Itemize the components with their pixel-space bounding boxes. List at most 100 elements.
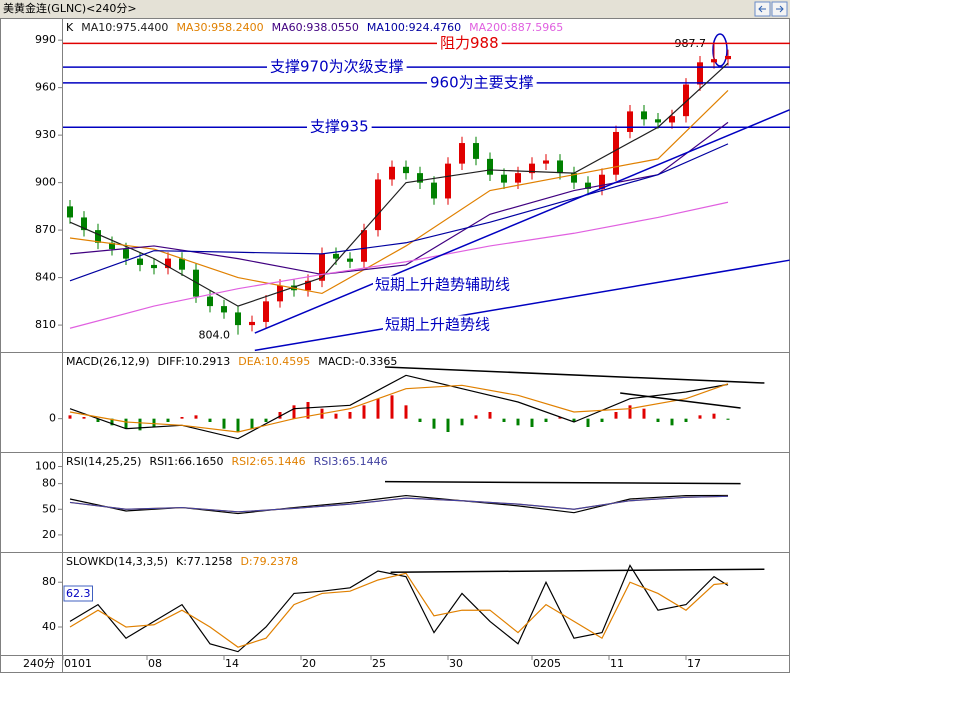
candle-body [207, 296, 213, 307]
macd-bar [614, 412, 618, 419]
window-title: 美黄金连(GLNC)<240分> [3, 1, 137, 15]
legend-entry: K:77.1258 [176, 555, 232, 568]
y-tick-label: 930 [35, 128, 56, 141]
macd-bar [152, 418, 156, 427]
trend-label: 短期上升趋势线 [385, 316, 490, 334]
candle-body [221, 306, 227, 313]
macd-bar [362, 405, 366, 419]
candle-body [95, 230, 101, 243]
candle-body [529, 163, 535, 174]
candle-body [445, 163, 451, 199]
y-tick-label: 960 [35, 81, 56, 94]
macd-bar [166, 418, 170, 422]
level-label: 支撑935 [310, 118, 369, 136]
series-line [69, 572, 729, 648]
macd-bar [278, 412, 282, 419]
candle-body [431, 182, 437, 199]
macd-bar [236, 418, 240, 432]
trend-line [254, 259, 790, 352]
macd-bar [124, 418, 128, 429]
candle-body [599, 174, 605, 189]
trend-line [254, 109, 790, 334]
label-background [373, 275, 513, 294]
candle-body [697, 62, 703, 85]
macd-bar [572, 418, 576, 422]
y-tick-label: 870 [35, 223, 56, 236]
candle-body [347, 258, 353, 262]
x-tick-label: 30 [449, 657, 463, 670]
macd-bar [68, 415, 72, 419]
candle-body [627, 111, 633, 132]
level-label: 支撑970为次级支撑 [270, 58, 404, 76]
candle-body [417, 173, 423, 183]
y-tick-label: 20 [42, 528, 56, 541]
candle-body [375, 179, 381, 231]
legend-entry: MACD(26,12,9) [66, 355, 150, 368]
x-tick-label: 20 [302, 657, 316, 670]
title-bar [0, 0, 790, 18]
macd-bar [558, 417, 562, 419]
legend-entry: MA100:924.4760 [367, 21, 461, 34]
highlight-ellipse [712, 33, 728, 67]
legend-entry: SLOWKD(14,3,3,5) [66, 555, 168, 568]
candle-body [137, 258, 143, 265]
macd-bar [488, 412, 492, 419]
candle-body [501, 174, 507, 183]
series-line [69, 495, 729, 513]
candle-body [179, 258, 185, 270]
candle-body [683, 84, 689, 117]
series-line [69, 383, 729, 433]
level-label: 960为主要支撑 [430, 73, 534, 91]
legend-entry: MACD:-0.3365 [318, 355, 397, 368]
y-tick-label: 40 [42, 620, 56, 633]
trend-label: 短期上升趋势辅助线 [375, 276, 510, 294]
candle-body [557, 160, 563, 174]
macd-bar [82, 417, 86, 419]
y-tick-label: 80 [42, 575, 56, 588]
series-line [69, 143, 729, 282]
trend-line [390, 568, 765, 574]
macd-bar [628, 405, 632, 419]
macd-bar [726, 418, 730, 420]
candle-body [151, 264, 157, 269]
y-tick-label: 100 [35, 460, 56, 473]
macd-bar [334, 413, 338, 419]
macd-bar [404, 405, 408, 419]
macd-bar [180, 417, 184, 419]
macd-bar [306, 402, 310, 419]
macd-bar [446, 418, 450, 432]
macd-bar [110, 418, 114, 426]
candle-body [571, 173, 577, 183]
x-tick-label: 08 [148, 657, 162, 670]
candle-body [305, 280, 311, 291]
candle-body [361, 230, 367, 262]
legend-entry: RSI3:65.1446 [314, 455, 388, 468]
x-tick-label: 0205 [533, 657, 561, 670]
macd-bar [390, 395, 394, 419]
y-tick-label: 900 [35, 176, 56, 189]
macd-bar [460, 418, 464, 426]
legend-entry: DEA:10.4595 [238, 355, 310, 368]
macd-bar [96, 418, 100, 422]
label-background [383, 315, 493, 334]
legend-entry: MA60:938.0550 [272, 21, 359, 34]
candle-body [403, 166, 409, 174]
candle-body [333, 253, 339, 259]
y-tick-label: 840 [35, 271, 56, 284]
arrow-icon [776, 5, 784, 13]
legend-entry: D:79.2378 [240, 555, 298, 568]
macd-bar [432, 418, 436, 429]
frame [0, 18, 790, 673]
series-line [69, 62, 729, 307]
candle-body [725, 55, 731, 60]
x-tick-label: 17 [687, 657, 701, 670]
macd-bar [586, 418, 590, 427]
macd-bar [684, 418, 688, 422]
macd-bar [348, 412, 352, 419]
macd-bar [208, 418, 212, 422]
macd-bar [600, 418, 604, 422]
legend-entry: DIFF:10.2913 [158, 355, 231, 368]
candle-body [641, 111, 647, 120]
x-tick-label: 0101 [64, 657, 92, 670]
level-label: 阻力988 [440, 34, 499, 52]
